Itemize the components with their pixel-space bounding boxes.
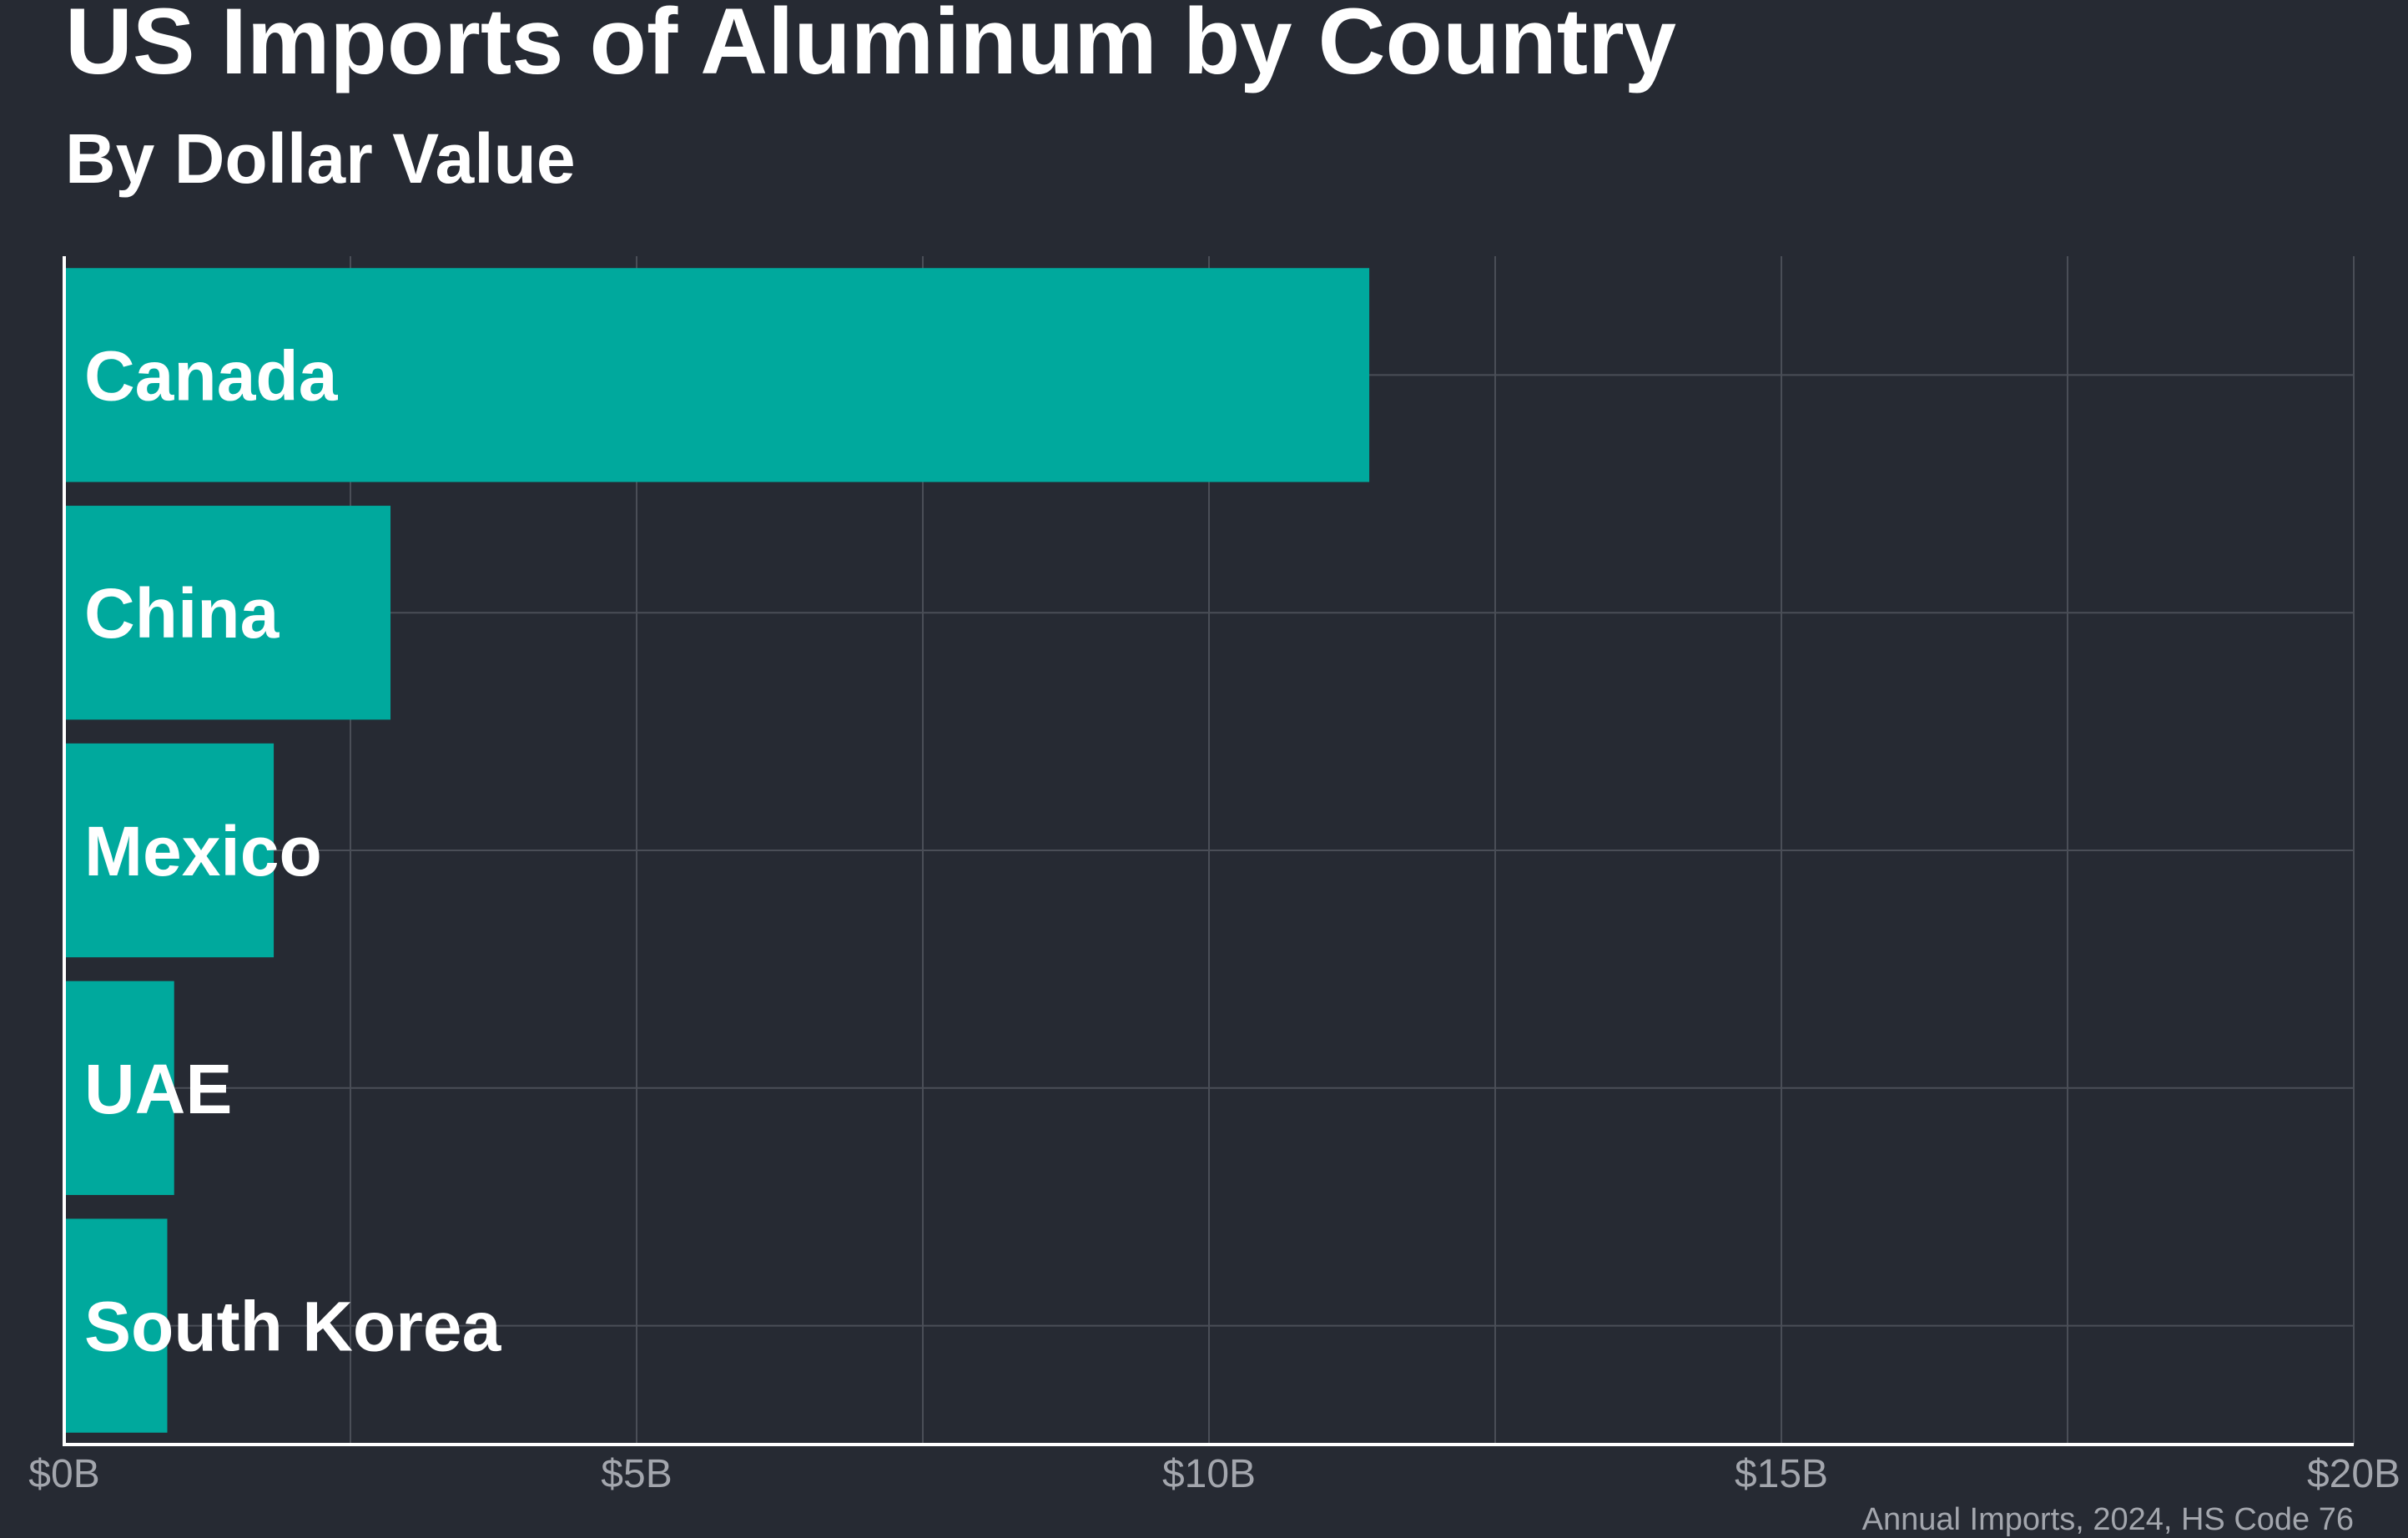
- x-axis-ticks: $0B $5B $10B $15B $20B: [28, 1452, 2400, 1496]
- bar: [64, 981, 174, 1195]
- x-tick-label: $10B: [1162, 1452, 1256, 1496]
- x-tick-label: $0B: [28, 1452, 99, 1496]
- axes: [63, 256, 2354, 1446]
- bar: [64, 268, 1370, 482]
- chart-caption: Annual Imports, 2024, HS Code 76: [1862, 1502, 2354, 1537]
- bar-label: UAE: [84, 1050, 232, 1128]
- x-tick-label: $20B: [2307, 1452, 2400, 1496]
- bar-label: South Korea: [84, 1288, 502, 1366]
- bar: [64, 1218, 168, 1433]
- bar-label: China: [84, 574, 280, 653]
- bar-label: Canada: [84, 336, 339, 415]
- x-tick-label: $15B: [1735, 1452, 1828, 1496]
- chart-subtitle: By Dollar Value: [65, 119, 576, 198]
- bar: [64, 743, 275, 958]
- chart-title: US Imports of Aluminum by Country: [65, 0, 1676, 93]
- bars: Canada China Mexico UAE South Korea: [64, 268, 1370, 1433]
- grid-lines: [64, 256, 2355, 1445]
- bar: [64, 506, 391, 720]
- x-tick-label: $5B: [601, 1452, 672, 1496]
- bar-label: Mexico: [84, 812, 322, 890]
